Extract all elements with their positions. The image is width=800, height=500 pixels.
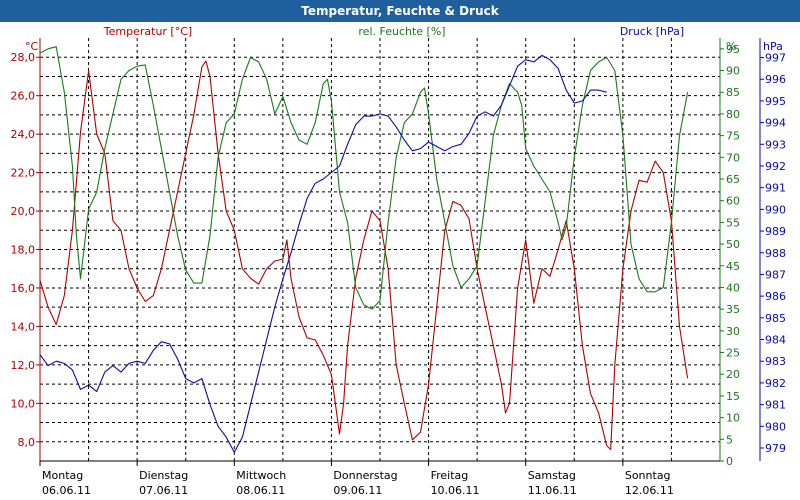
x-tick-label-date: 12.06.11 (625, 484, 674, 497)
pressure-axis-title: Druck [hPa] (620, 25, 684, 38)
temperature-tick-label: 24,0 (11, 128, 36, 141)
humidity-tick-label: 50 (726, 238, 740, 251)
humidity-axis-title: rel. Feuchte [%] (358, 25, 445, 38)
humidity-unit: % (726, 40, 736, 53)
pressure-tick-label: 994 (765, 117, 786, 130)
x-tick-label-day: Montag (42, 469, 83, 482)
x-tick-label-date: 11.06.11 (528, 484, 577, 497)
pressure-tick-label: 991 (765, 182, 786, 195)
x-tick-label-day: Samstag (528, 469, 576, 482)
pressure-tick-label: 996 (765, 73, 786, 86)
humidity-tick-label: 75 (726, 130, 740, 143)
humidity-tick-label: 0 (726, 455, 733, 468)
humidity-tick-label: 15 (726, 390, 740, 403)
axes (36, 38, 764, 466)
x-tick-label-date: 09.06.11 (333, 484, 382, 497)
pressure-tick-label: 987 (765, 268, 786, 281)
x-tick-label-day: Freitag (431, 469, 469, 482)
humidity-tick-label: 20 (726, 368, 740, 381)
pressure-tick-label: 988 (765, 247, 786, 260)
humidity-tick-label: 30 (726, 325, 740, 338)
x-tick-label-day: Mittwoch (236, 469, 286, 482)
humidity-tick-label: 55 (726, 216, 740, 229)
humidity-tick-label: 35 (726, 303, 740, 316)
axis-labels: 8,0 10,0 12,0 14,0 16,0 18,0 20,0 22,0 24,0 26,0 2… (11, 25, 787, 497)
temperature-tick-label: 26,0 (11, 90, 36, 103)
temperature-tick-label: 18,0 (11, 244, 36, 257)
temperature-tick-label: 12,0 (11, 359, 36, 372)
series-line-humidity (39, 46, 689, 310)
humidity-tick-label: 85 (726, 86, 740, 99)
pressure-tick-label: 992 (765, 160, 786, 173)
humidity-tick-label: 10 (726, 412, 740, 425)
pressure-tick-label: 986 (765, 290, 786, 303)
pressure-tick-label: 981 (765, 399, 786, 412)
pressure-tick-label: 980 (765, 420, 786, 433)
humidity-tick-label: 80 (726, 108, 740, 121)
temperature-tick-label: 8,0 (18, 436, 36, 449)
x-tick-label-day: Dienstag (139, 469, 188, 482)
pressure-tick-label: 984 (765, 334, 786, 347)
humidity-tick-label: 95 (726, 43, 740, 56)
pressure-tick-label: 995 (765, 95, 786, 108)
series-lines (39, 46, 689, 453)
pressure-tick-label: 982 (765, 377, 786, 390)
grid-lines (40, 38, 720, 461)
pressure-tick-label: 990 (765, 203, 786, 216)
humidity-tick-label: 60 (726, 195, 740, 208)
x-tick-label-date: 07.06.11 (139, 484, 188, 497)
temperature-tick-label: 10,0 (11, 397, 36, 410)
x-tick-label-date: 08.06.11 (236, 484, 285, 497)
series-line-temperature (39, 60, 689, 451)
temperature-tick-label: 20,0 (11, 205, 36, 218)
humidity-tick-label: 90 (726, 65, 740, 78)
temperature-tick-label: 16,0 (11, 282, 36, 295)
x-tick-label-day: Sonntag (625, 469, 671, 482)
humidity-tick-label: 40 (726, 281, 740, 294)
temperature-tick-label: 22,0 (11, 167, 36, 180)
humidity-tick-label: 65 (726, 173, 740, 186)
pressure-tick-label: 997 (765, 52, 786, 65)
humidity-tick-label: 5 (726, 433, 733, 446)
temperature-tick-label: 28,0 (11, 51, 36, 64)
humidity-tick-label: 45 (726, 260, 740, 273)
temperature-unit: °C (25, 40, 39, 53)
pressure-tick-label: 993 (765, 138, 786, 151)
x-tick-label-day: Donnerstag (333, 469, 397, 482)
pressure-tick-label: 979 (765, 442, 786, 455)
pressure-tick-label: 989 (765, 225, 786, 238)
humidity-tick-label: 25 (726, 347, 740, 360)
pressure-tick-label: 983 (765, 355, 786, 368)
series-line-pressure (39, 54, 607, 453)
temperature-axis-title: Temperatur [°C] (103, 25, 192, 38)
x-tick-label-date: 10.06.11 (431, 484, 480, 497)
window-title: Temperatur, Feuchte & Druck (0, 0, 800, 22)
humidity-tick-label: 70 (726, 151, 740, 164)
pressure-tick-label: 985 (765, 312, 786, 325)
pressure-unit: hPa (763, 40, 783, 53)
temperature-tick-label: 14,0 (11, 320, 36, 333)
x-tick-label-date: 06.06.11 (42, 484, 91, 497)
